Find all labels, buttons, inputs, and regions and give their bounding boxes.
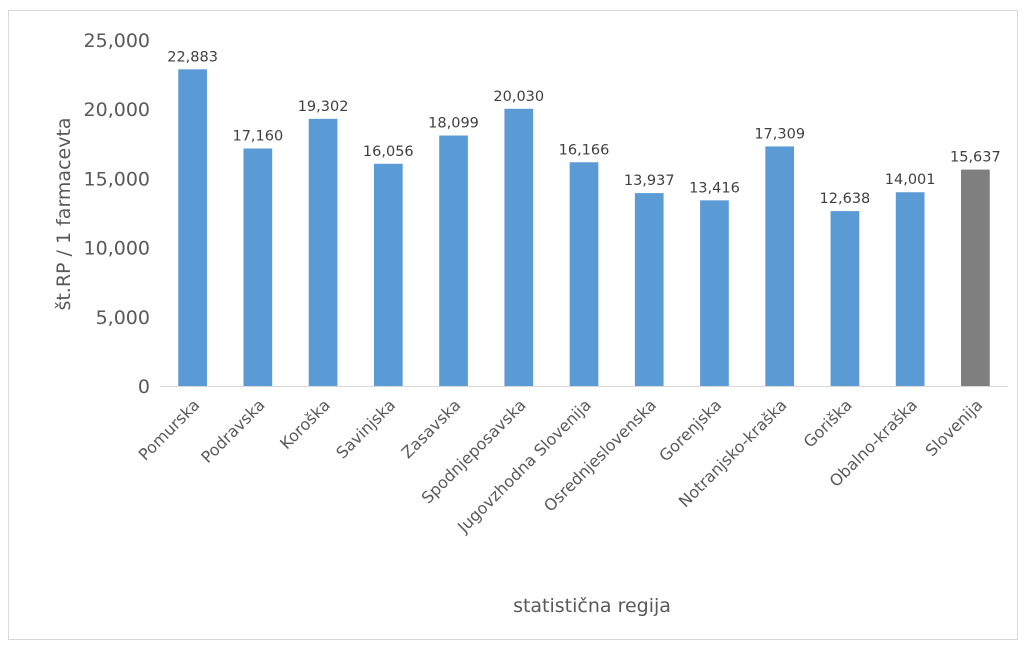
data-label: 22,883	[167, 49, 218, 65]
x-axis-title: statistična regija	[513, 595, 671, 617]
bar	[700, 200, 729, 386]
data-label: 19,302	[298, 99, 349, 115]
bars	[178, 69, 990, 387]
category-label: Pomurska	[135, 395, 204, 464]
y-tick-label: 15,000	[84, 168, 150, 190]
category-label: Podravska	[197, 395, 268, 466]
bar	[634, 193, 664, 386]
data-label: 16,166	[559, 142, 610, 158]
category-label: Gorenjska	[655, 395, 725, 465]
category-label: Zasavska	[398, 395, 465, 462]
category-label: Osrednjeslovenska	[540, 395, 660, 515]
bar	[243, 148, 273, 386]
bar	[765, 146, 795, 386]
category-label: Notranjsko-kraška	[675, 395, 791, 511]
y-axis-ticks: 0 5,000 10,000 15,000 20,000 25,000	[84, 30, 150, 398]
y-tick-label: 20,000	[84, 99, 150, 121]
data-label: 13,416	[689, 180, 740, 196]
y-axis-title: št.RP / 1 farmacevta	[53, 117, 75, 310]
bar	[373, 163, 403, 386]
category-label: Savinjska	[332, 395, 399, 462]
category-label: Jugovzhodna Slovenija	[453, 395, 595, 537]
data-label: 16,056	[363, 144, 414, 160]
data-label: 15,637	[950, 150, 1001, 166]
y-tick-label: 10,000	[84, 238, 150, 260]
data-label: 18,099	[428, 116, 479, 132]
bar	[504, 108, 534, 387]
category-label: Koroška	[276, 395, 334, 453]
category-label: Slovenija	[921, 395, 986, 460]
category-label: Goriška	[800, 395, 856, 451]
y-tick-label: 25,000	[84, 30, 150, 52]
bar	[895, 192, 925, 386]
bar	[178, 69, 207, 386]
y-tick-label: 5,000	[96, 307, 150, 329]
bar	[961, 169, 990, 386]
data-label: 12,638	[820, 191, 871, 207]
bar	[308, 118, 338, 386]
data-label: 13,937	[624, 173, 675, 189]
data-label: 20,030	[493, 89, 544, 105]
bar	[830, 211, 860, 386]
data-label: 17,160	[232, 129, 283, 145]
data-label: 17,309	[754, 126, 805, 142]
data-label: 14,001	[885, 172, 936, 188]
bar	[439, 135, 468, 386]
bar	[569, 162, 599, 386]
y-tick-label: 0	[138, 376, 150, 398]
value-labels: 22,883 17,160 19,302 16,056 18,099 20,030 16,1…	[167, 49, 1001, 207]
